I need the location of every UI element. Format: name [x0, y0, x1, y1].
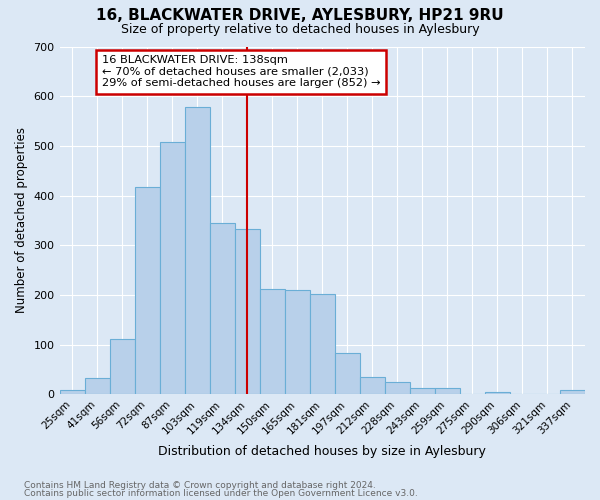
Text: Size of property relative to detached houses in Aylesbury: Size of property relative to detached ho…: [121, 22, 479, 36]
Text: 16, BLACKWATER DRIVE, AYLESBURY, HP21 9RU: 16, BLACKWATER DRIVE, AYLESBURY, HP21 9R…: [96, 8, 504, 22]
Bar: [485, 392, 510, 394]
Bar: [209, 223, 235, 394]
Bar: [85, 378, 110, 394]
Bar: [310, 294, 335, 394]
Bar: [160, 142, 185, 395]
Bar: [185, 107, 209, 395]
Bar: [335, 353, 360, 395]
Bar: [410, 388, 435, 394]
Bar: [260, 289, 285, 395]
Bar: [560, 390, 585, 394]
Y-axis label: Number of detached properties: Number of detached properties: [15, 128, 28, 314]
Bar: [285, 290, 310, 395]
Bar: [435, 388, 460, 394]
Bar: [134, 186, 160, 394]
Bar: [385, 382, 410, 394]
Text: 16 BLACKWATER DRIVE: 138sqm
← 70% of detached houses are smaller (2,033)
29% of : 16 BLACKWATER DRIVE: 138sqm ← 70% of det…: [101, 55, 380, 88]
Bar: [235, 229, 260, 394]
Bar: [360, 377, 385, 394]
Text: Contains public sector information licensed under the Open Government Licence v3: Contains public sector information licen…: [24, 489, 418, 498]
Bar: [110, 339, 134, 394]
X-axis label: Distribution of detached houses by size in Aylesbury: Distribution of detached houses by size …: [158, 444, 486, 458]
Text: Contains HM Land Registry data © Crown copyright and database right 2024.: Contains HM Land Registry data © Crown c…: [24, 480, 376, 490]
Bar: [59, 390, 85, 394]
